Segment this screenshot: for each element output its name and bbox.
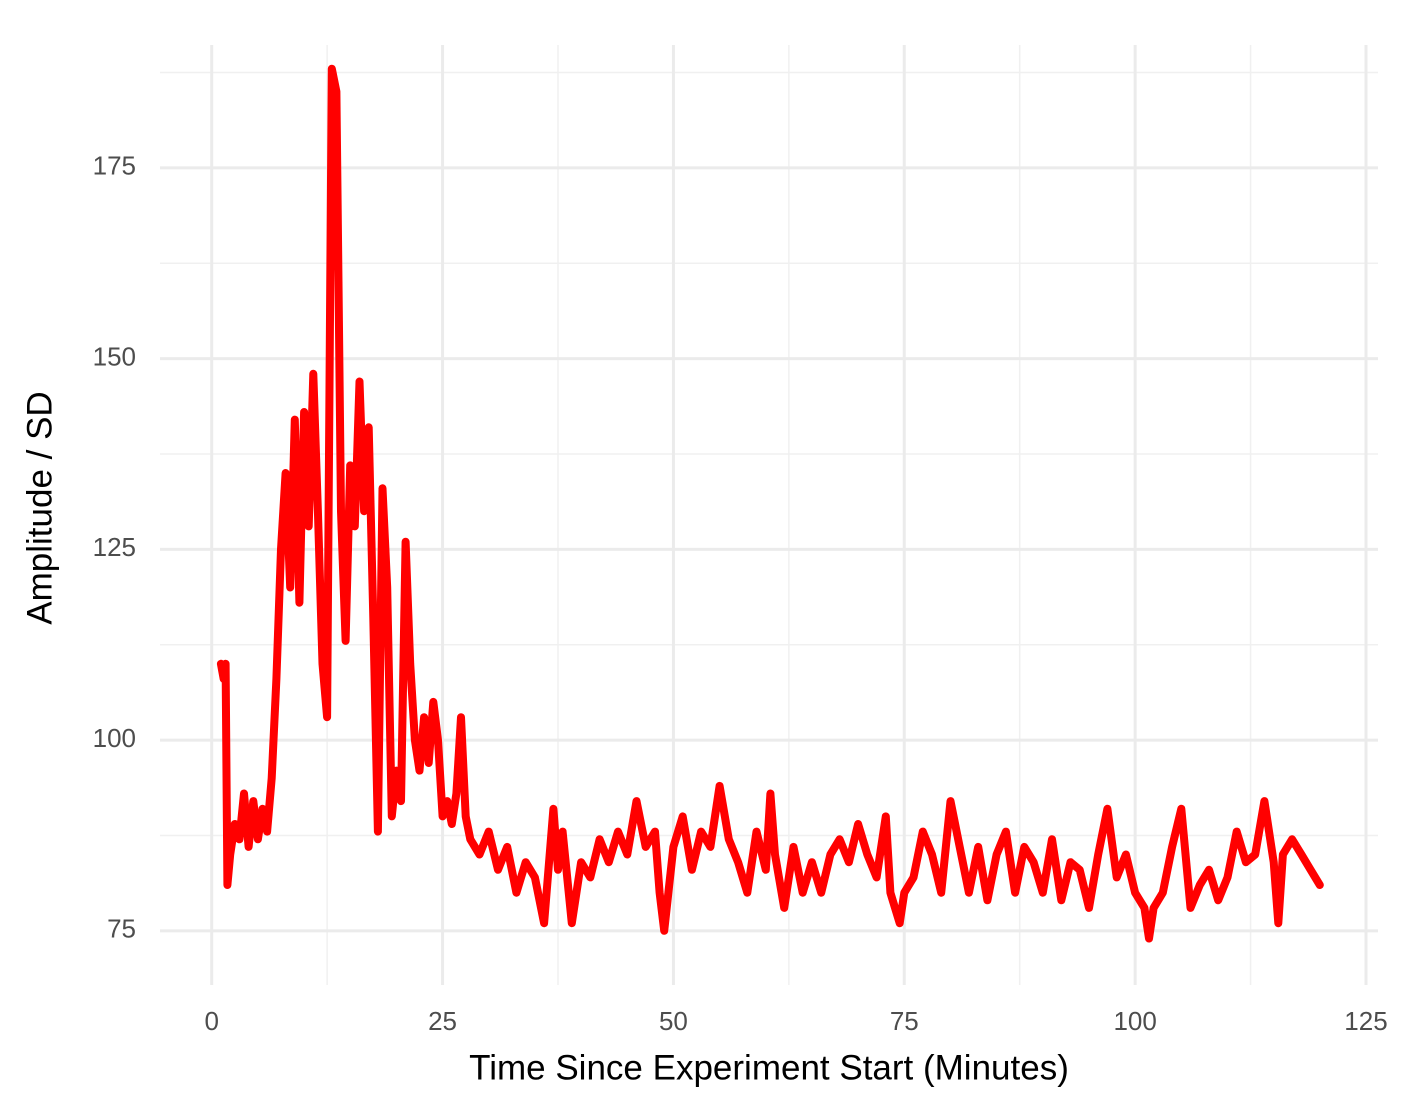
x-tick-label: 125 xyxy=(1344,1006,1387,1036)
y-tick-label: 125 xyxy=(93,532,136,562)
data-line xyxy=(216,64,1324,943)
y-tick-label: 75 xyxy=(107,914,136,944)
x-tick-label: 25 xyxy=(428,1006,457,1036)
x-tick-label: 100 xyxy=(1113,1006,1156,1036)
x-tick-label: 50 xyxy=(659,1006,688,1036)
x-axis-title: Time Since Experiment Start (Minutes) xyxy=(469,1048,1069,1087)
y-tick-label: 100 xyxy=(93,723,136,753)
y-tick-label: 175 xyxy=(93,151,136,181)
y-axis-title: Amplitude / SD xyxy=(20,391,59,624)
x-tick-label: 75 xyxy=(890,1006,919,1036)
x-tick-label: 0 xyxy=(204,1006,218,1036)
y-tick-label: 150 xyxy=(93,341,136,371)
